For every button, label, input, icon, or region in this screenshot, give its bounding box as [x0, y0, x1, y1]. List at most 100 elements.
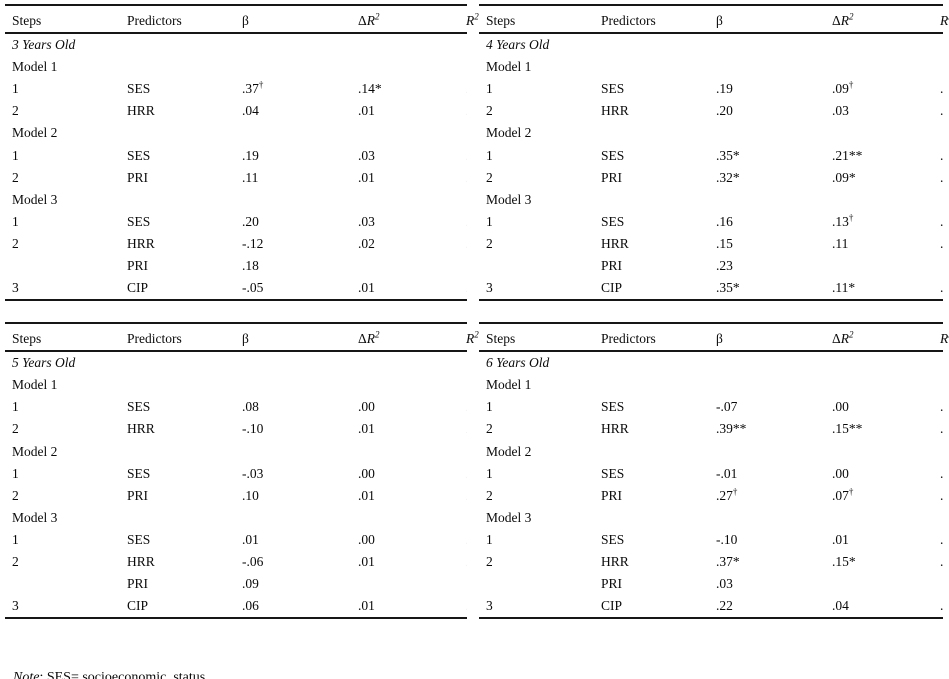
cell-r2: .13: [940, 211, 943, 233]
table-row: Model 3: [479, 189, 943, 211]
table-row: Model 1: [5, 56, 467, 78]
table-row: 1 SES .37† .14* .14: [5, 78, 467, 100]
cell-steps: 1: [486, 81, 493, 97]
cell-delta-r2: [351, 573, 466, 595]
table-row: 3 CIP -.05 .01 .06: [5, 277, 467, 300]
cell-r2: .07: [940, 485, 943, 507]
cell-steps: [479, 255, 594, 277]
table-row: 2 PRI .27† .07† .07: [479, 485, 943, 507]
column-header-predictors: Predictors: [120, 323, 235, 353]
age-group-label: 4 Years Old: [486, 37, 550, 53]
cell-delta-r2: .01: [358, 169, 375, 185]
column-header-predictors: Predictors: [594, 5, 709, 34]
cell-predictors: HRR: [127, 235, 155, 251]
table-row: 1 SES .01 .00 .00: [5, 529, 467, 551]
column-header-r2: R2: [940, 323, 949, 353]
cell-delta-r2: [825, 255, 940, 277]
column-header-steps: Steps: [5, 5, 120, 34]
table-row: 3 Years Old: [5, 33, 467, 56]
cell-r2: .21: [940, 144, 943, 166]
cell-beta: -.10: [716, 531, 738, 547]
model-label: Model 2: [486, 125, 532, 141]
table-row: 1 SES -.07 .00 .00: [479, 396, 943, 418]
table-row: Model 1: [479, 56, 943, 78]
age-group-label: 3 Years Old: [12, 37, 76, 53]
cell-beta: .06: [242, 598, 259, 614]
column-header-predictors: Predictors: [120, 5, 235, 34]
table-row: PRI .09: [5, 573, 467, 595]
cell-r2: [940, 255, 943, 277]
cell-r2: .06: [466, 277, 467, 300]
cell-steps: 1: [12, 465, 19, 481]
cell-beta: .35*: [716, 280, 740, 296]
column-header-steps: Steps: [479, 5, 594, 34]
cell-r2: [940, 573, 943, 595]
column-header-delta-r2: ΔR2: [351, 323, 466, 353]
cell-beta: .10: [242, 487, 259, 503]
cell-predictors: CIP: [127, 598, 149, 614]
table-row: 5 Years Old: [5, 351, 467, 374]
cell-beta: .39**: [716, 421, 747, 437]
cell-beta: .37†: [242, 79, 264, 97]
cell-beta: .22: [716, 598, 733, 614]
column-header-r2: R2: [940, 5, 949, 34]
cell-steps: 1: [486, 531, 493, 547]
cell-r2: .01: [466, 485, 467, 507]
column-header-delta-r2: ΔR2: [825, 5, 940, 34]
table-row: 1 SES -.03 .00 .00: [5, 463, 467, 485]
cell-beta: .08: [242, 399, 259, 415]
cell-steps: 2: [486, 103, 493, 119]
column-header-r2: R2: [466, 323, 479, 353]
table-row: 1 SES .19 .09† .09: [479, 78, 943, 100]
cell-steps: 3: [486, 280, 493, 296]
cell-delta-r2: .14*: [358, 81, 382, 97]
cell-beta: -.05: [242, 280, 264, 296]
cell-predictors: HRR: [601, 554, 629, 570]
cell-predictors: SES: [127, 531, 151, 547]
cell-r2: .01: [466, 551, 467, 573]
cell-beta: .11: [242, 169, 259, 185]
column-header-beta: β: [709, 323, 825, 353]
cell-steps: 1: [486, 213, 493, 229]
cell-steps: 1: [12, 81, 19, 97]
cell-delta-r2: .07†: [832, 486, 854, 503]
cell-steps: 1: [486, 399, 493, 415]
table-row: Model 3: [5, 189, 467, 211]
cell-beta: -.01: [716, 465, 738, 481]
table-row: 3 CIP .35* .11* .35: [479, 277, 943, 300]
cell-steps: 2: [486, 554, 493, 570]
cell-beta: .35*: [716, 147, 740, 163]
column-header-beta: β: [235, 323, 351, 353]
table-row: 1 SES .35* .21** .21: [479, 144, 943, 166]
cell-steps: [5, 573, 120, 595]
column-header-r2: R2: [466, 5, 479, 34]
cell-predictors: HRR: [601, 235, 629, 251]
cell-steps: 3: [486, 598, 493, 614]
table-row: 3 CIP .22 .04 .20: [479, 595, 943, 618]
cell-r2: .05: [466, 233, 467, 255]
cell-r2: .14: [466, 78, 467, 100]
cell-r2: .15: [940, 418, 943, 440]
table-row: 1 SES .08 .00 .00: [5, 396, 467, 418]
cell-r2: .02: [466, 595, 467, 618]
cell-predictors: SES: [601, 399, 625, 415]
column-header-delta-r2: ΔR2: [351, 5, 466, 34]
table-row: Model 2: [479, 122, 943, 144]
table-row: PRI .23: [479, 255, 943, 277]
model-label: Model 3: [486, 509, 532, 525]
cell-steps: 2: [12, 421, 19, 437]
table-row: Model 1: [5, 374, 467, 396]
cell-beta: .09: [242, 576, 259, 592]
cell-beta: .15: [716, 235, 733, 251]
column-header-steps: Steps: [5, 323, 120, 353]
cell-delta-r2: .15**: [832, 421, 863, 437]
cell-beta: .16: [716, 213, 733, 229]
cell-delta-r2: .00: [358, 399, 375, 415]
cell-predictors: PRI: [601, 576, 623, 592]
cell-steps: 1: [486, 147, 493, 163]
cell-beta: .23: [716, 257, 733, 273]
table-row: 1 SES -.01 .00 .00: [479, 463, 943, 485]
table-row: 6 Years Old: [479, 351, 943, 374]
